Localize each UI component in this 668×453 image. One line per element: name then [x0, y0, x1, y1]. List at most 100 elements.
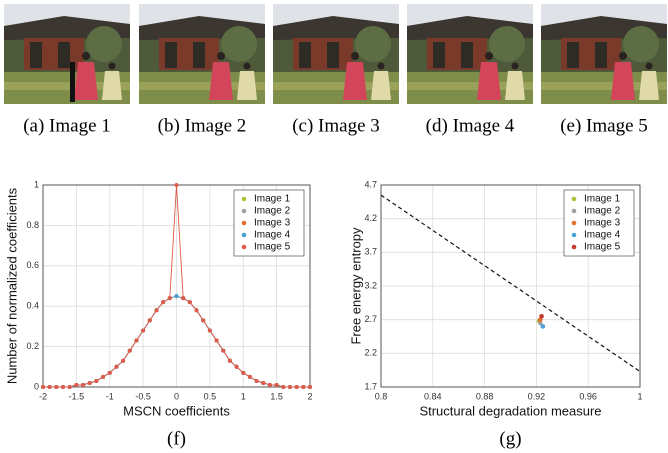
point	[107, 370, 112, 375]
y-tick-label: 4.2	[364, 213, 377, 223]
point	[194, 308, 199, 313]
legend-label: Image 5	[254, 242, 291, 253]
x-tick-label: 0.92	[528, 391, 546, 401]
legend-marker	[241, 232, 247, 238]
legend-marker	[571, 208, 577, 214]
x-tick-label: 2	[307, 391, 312, 401]
point	[287, 385, 292, 389]
point	[167, 296, 172, 301]
point	[301, 385, 306, 389]
point	[294, 385, 299, 389]
panel-label: (g)	[499, 428, 521, 449]
point	[67, 385, 72, 389]
chart: 0.8 0.84 0.88 0.92 0.96 1 1.7 2.2 2.7 3.2 3.7 4.2 4.…	[348, 179, 642, 449]
x-axis-label: Structural degradation measure	[419, 403, 601, 418]
point	[47, 385, 52, 389]
point	[214, 338, 219, 343]
panel-label: (f)	[167, 428, 186, 449]
legend-box	[233, 189, 305, 257]
point	[127, 348, 132, 353]
point	[254, 378, 259, 383]
x-axis-label: MSCN coefficients	[123, 403, 230, 418]
point	[261, 380, 266, 385]
caption: (a) Image 1	[23, 115, 111, 136]
x-tick-label: 0.8	[375, 391, 388, 401]
point	[54, 385, 59, 389]
chart: -2 -1.5 -1 -0.5 0 0.5 1 1.5 2 0 0.2 0.4 0.6 0.8 1 MSCN …	[4, 179, 312, 449]
x-tick-label: 0.5	[204, 391, 217, 401]
point	[41, 385, 45, 389]
legend-label: Image 3	[254, 218, 291, 229]
point	[207, 328, 212, 333]
point	[537, 320, 543, 326]
caption: (b) Image 2	[158, 115, 247, 136]
y-axis-label: Number of normalized coefficients	[4, 187, 19, 384]
legend-marker	[571, 196, 577, 202]
y-tick-label: 2.7	[364, 314, 377, 324]
point	[201, 318, 206, 323]
y-tick-label: 3.2	[364, 280, 377, 290]
image-3	[273, 4, 399, 104]
y-tick-label: 1	[34, 179, 39, 189]
point	[227, 358, 232, 363]
legend-marker	[241, 208, 247, 214]
legend-label: Image 5	[584, 242, 621, 253]
point	[121, 358, 126, 363]
point	[147, 318, 152, 323]
x-tick-label: 0.88	[476, 391, 494, 401]
axes-frame	[380, 184, 641, 388]
point	[81, 382, 86, 387]
point	[154, 308, 159, 313]
y-tick-label: 3.7	[364, 247, 377, 257]
legend-label: Image 1	[254, 194, 291, 205]
legend-label: Image 1	[584, 194, 621, 205]
legend-marker	[571, 220, 577, 226]
caption: (c) Image 3	[292, 115, 380, 136]
point	[247, 374, 252, 379]
x-tick-label: 1	[241, 391, 246, 401]
image-5	[541, 4, 667, 104]
y-tick-label: 4.7	[364, 179, 377, 189]
caption: (e) Image 5	[560, 115, 648, 136]
x-tick-label: -0.5	[135, 391, 151, 401]
point	[134, 338, 139, 343]
point	[141, 328, 146, 333]
reference-line	[380, 194, 641, 373]
legend-marker	[241, 244, 247, 250]
y-tick-label: 0.6	[26, 260, 39, 270]
point	[174, 183, 179, 187]
y-tick-label: 0	[34, 381, 39, 391]
point	[308, 385, 312, 389]
legend-marker	[571, 244, 577, 250]
x-tick-label: 0	[174, 391, 179, 401]
y-tick-label: 0.4	[26, 301, 39, 311]
image-row: (a) Image 1 (b) Image 2 (c) Image 3 (d) …	[4, 4, 667, 136]
image-2	[139, 4, 265, 104]
point	[161, 300, 166, 305]
point	[187, 300, 192, 305]
y-axis-label: Free energy entropy	[348, 227, 363, 345]
legend-marker	[241, 196, 247, 202]
point	[87, 380, 92, 385]
point	[101, 374, 106, 379]
caption: (d) Image 4	[426, 115, 515, 136]
x-tick-label: -2	[39, 391, 47, 401]
x-tick-label: -1.5	[69, 391, 85, 401]
legend-marker	[241, 220, 247, 226]
x-tick-label: 0.84	[424, 391, 442, 401]
x-tick-label: 1.5	[270, 391, 283, 401]
point	[274, 382, 279, 387]
point	[114, 364, 119, 369]
x-tick-label: 0.96	[579, 391, 597, 401]
artifact	[70, 62, 75, 102]
point	[539, 314, 544, 319]
point	[61, 385, 66, 389]
x-tick-label: 1	[637, 391, 642, 401]
legend-marker	[571, 232, 577, 238]
legend-label: Image 2	[254, 206, 291, 217]
y-tick-label: 1.7	[364, 381, 377, 391]
point	[221, 348, 226, 353]
point	[94, 378, 99, 383]
point	[281, 385, 286, 389]
